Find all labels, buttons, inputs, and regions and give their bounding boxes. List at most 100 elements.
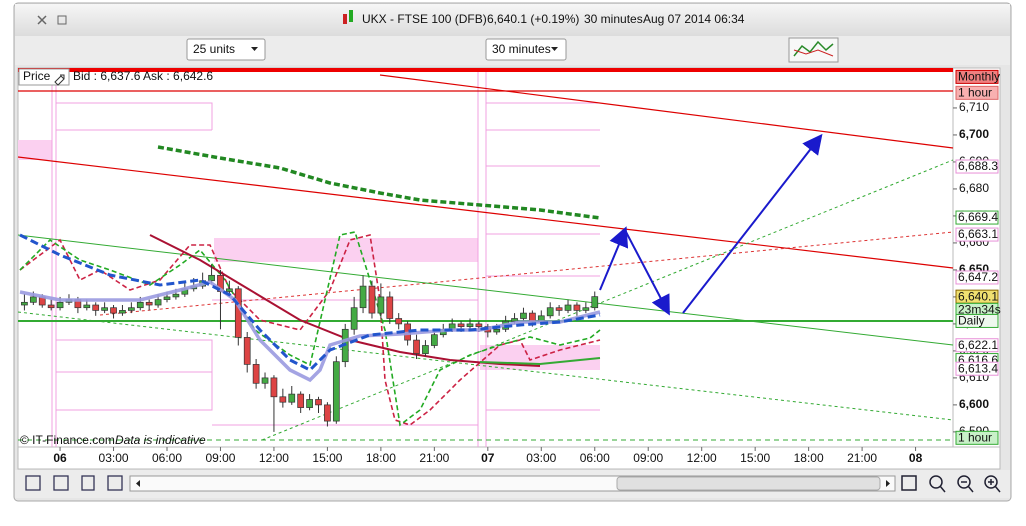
- quote: Bid : 6,637.6 Ask : 6,642.6: [73, 69, 213, 83]
- candle-body: [564, 304, 572, 311]
- candle-body: [297, 393, 305, 408]
- price-tag: [955, 210, 999, 225]
- price-tag: [955, 69, 999, 84]
- x-tick-label: 09:00: [205, 451, 235, 465]
- candle-body: [47, 304, 55, 309]
- candle-body: [163, 296, 171, 300]
- moving-averages: [19, 233, 601, 383]
- candle-body: [332, 361, 340, 422]
- candle-body: [457, 323, 465, 327]
- price-tag: [955, 227, 999, 242]
- candle-body: [359, 285, 367, 309]
- candle-body: [172, 293, 180, 298]
- candle-body: [395, 318, 403, 325]
- period-select-label: 30 minutes: [492, 42, 551, 56]
- x-tick-label: 06: [53, 451, 67, 465]
- x-tick-label: 12:00: [259, 451, 289, 465]
- price-tag-label: 6,669.4: [958, 210, 998, 224]
- x-tick-label: 21:00: [847, 451, 877, 465]
- candle-body: [511, 318, 518, 322]
- candle-body: [520, 312, 527, 319]
- last-price: 6,640.1 (+0.19%): [487, 12, 579, 26]
- price-tag-label: 1 hour: [958, 430, 992, 444]
- bottom-toolbar: [15, 470, 1010, 498]
- candle-body: [315, 399, 322, 406]
- candle-body: [226, 288, 233, 292]
- x-tick-label: 08: [909, 451, 923, 465]
- price-tag: [955, 270, 999, 285]
- candle-body: [288, 393, 296, 403]
- price-tag-label: 6,688.3: [958, 159, 998, 173]
- candle-body: [529, 312, 536, 322]
- y-tick-label: 6,710: [959, 100, 989, 114]
- tool-icons[interactable]: [25, 475, 123, 491]
- candle-body: [29, 296, 37, 303]
- candle-body: [92, 304, 100, 311]
- candle-body: [368, 285, 376, 314]
- candle-body: [422, 345, 429, 354]
- date: Aug 07 2014 06:34: [643, 12, 745, 26]
- units-select-label: 25 units: [193, 42, 235, 56]
- axes: 6,5906,6006,6106,6206,6306,6406,6506,660…: [53, 70, 1000, 466]
- price-tag: [955, 430, 999, 445]
- legend-label: Price: [23, 69, 51, 83]
- candle-body: [555, 307, 563, 311]
- candle-body: [279, 396, 287, 403]
- candle-body: [136, 301, 144, 309]
- y-tick-label: 6,600: [959, 397, 989, 411]
- candle-body: [466, 323, 474, 327]
- candle-body: [234, 288, 242, 338]
- indicator-button[interactable]: [788, 37, 839, 63]
- candle-body: [350, 307, 358, 330]
- period: 30 minutes: [584, 12, 643, 26]
- price-tag: [955, 338, 999, 353]
- period-select[interactable]: 30 minutes: [485, 38, 567, 61]
- credit: © IT-Finance.com: [20, 433, 115, 447]
- scrollbar[interactable]: [129, 475, 896, 492]
- x-tick-label: 15:00: [740, 451, 770, 465]
- candle-body: [475, 323, 483, 327]
- forecast-arrows: [599, 133, 823, 316]
- x-tick-label: 18:00: [366, 451, 396, 465]
- price-tag: [955, 85, 999, 100]
- price-tag: [955, 313, 999, 328]
- candle-body: [430, 334, 438, 346]
- zoom-icons[interactable]: [901, 475, 1001, 493]
- price-tag-label: 23m34s: [958, 303, 1001, 317]
- x-tick-label: 12:00: [687, 451, 717, 465]
- y-tick-label: 6,680: [959, 181, 989, 195]
- candle-body: [270, 377, 278, 398]
- candle-body: [208, 274, 215, 282]
- title-bar: [15, 4, 1010, 36]
- candle-body: [145, 301, 153, 306]
- units-select[interactable]: 25 units: [186, 38, 266, 61]
- price-tag-label: 6,622.1: [958, 338, 998, 352]
- x-tick-label: 06:00: [152, 451, 182, 465]
- candle-body: [582, 307, 590, 311]
- candle-body: [101, 307, 108, 311]
- time-axis: [17, 446, 1001, 470]
- y-tick-label: 6,700: [959, 127, 989, 141]
- price-tag-label: 6,647.2: [958, 270, 998, 284]
- price-tag-label: 6,640.1: [958, 289, 998, 303]
- symbol-icon: [343, 10, 353, 24]
- candle-body: [386, 296, 394, 319]
- candle-body: [21, 301, 28, 306]
- candle-body: [591, 296, 599, 309]
- candle-body: [243, 337, 251, 365]
- candle-body: [119, 310, 126, 314]
- price-tag: [955, 361, 999, 376]
- candle-body: [493, 328, 501, 333]
- price-tag-label: Daily: [958, 314, 985, 328]
- x-tick-label: 03:00: [99, 451, 129, 465]
- candle-body: [413, 339, 420, 354]
- price-tag: [955, 159, 999, 174]
- window-buttons[interactable]: [37, 15, 67, 25]
- candle-body: [110, 307, 117, 314]
- price-tag-label: 6,613.4: [958, 361, 998, 375]
- indicator-overlay: [17, 68, 954, 447]
- x-tick-label: 18:00: [794, 451, 824, 465]
- x-tick-label: 21:00: [419, 451, 449, 465]
